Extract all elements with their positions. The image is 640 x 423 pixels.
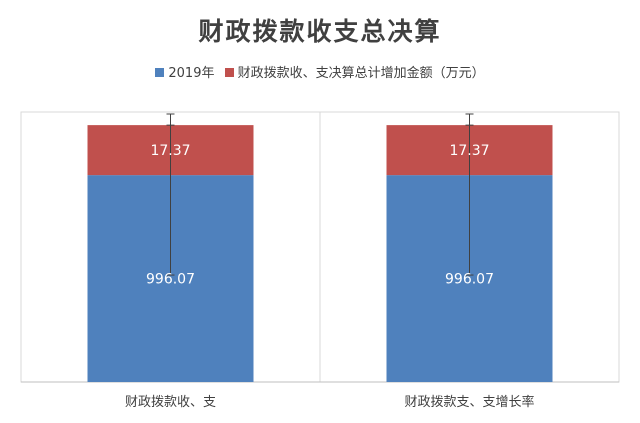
category-label-1: 财政拨款支、支增长率 [404, 394, 534, 410]
legend-label-increase: 财政拨款收、支决算总计增加金额（万元） [237, 66, 485, 81]
chart-title: 财政拨款收支总决算 [198, 17, 442, 46]
legend-swatch-2019 [155, 68, 165, 77]
data-label-increase-0: 17.37 [150, 143, 190, 159]
legend-item-increase: 财政拨款收、支决算总计增加金额（万元） [224, 62, 485, 81]
data-label-2019-0: 996.07 [146, 272, 195, 288]
legend-label-2019: 2019年 [168, 66, 215, 81]
legend-swatch-increase [224, 68, 234, 77]
category-label-0: 财政拨款收、支 [125, 395, 216, 410]
data-label-2019-1: 996.07 [445, 272, 494, 288]
legend-item-2019: 2019年 [155, 62, 214, 81]
data-label-increase-1: 17.37 [449, 143, 489, 159]
legend: 2019年 财政拨款收、支决算总计增加金额（万元） [0, 62, 640, 81]
